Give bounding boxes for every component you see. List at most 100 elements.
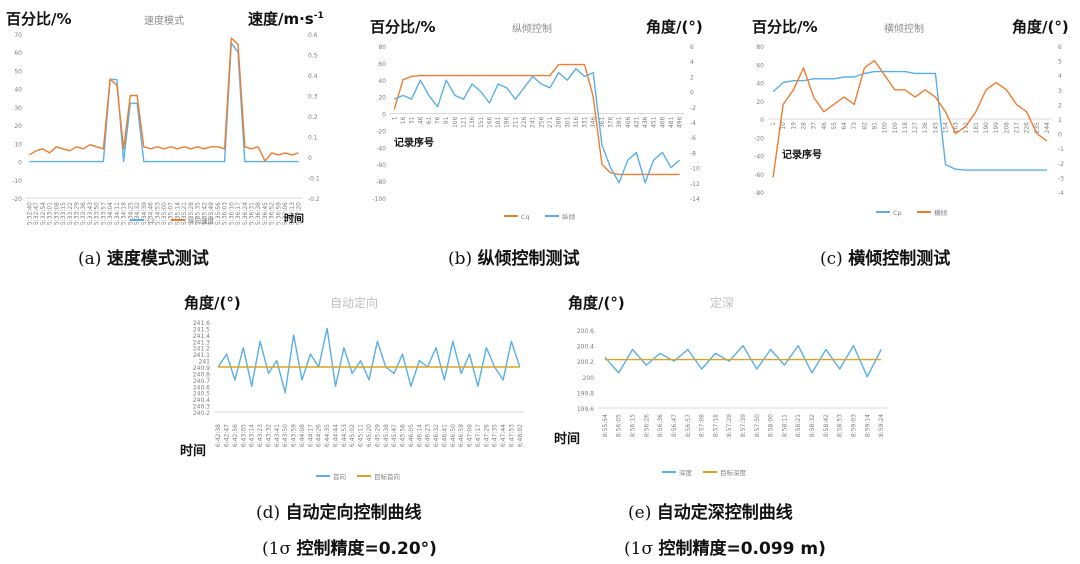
panel-d: 240.2 240.3 240.4 240.5 240.6 240.7 240.8 240.9… [178, 284, 534, 484]
x-tick-label: 6:46:50 [450, 424, 457, 447]
panel-b-xlabel: 记录序号 [394, 138, 434, 149]
x-tick-label: 361 [599, 116, 606, 128]
x-tick-label: 5:33:22 [67, 202, 74, 225]
x-tick-label: 5:36:45 [262, 202, 269, 225]
x-tick-label: 5:33:08 [53, 202, 60, 225]
y-tick-label-left: 20 [14, 123, 22, 130]
x-tick-label: 6:45:38 [383, 424, 390, 447]
x-tick-label: 8:58:11 [781, 414, 788, 437]
x-tick-label: 6:46:05 [408, 424, 415, 447]
x-tick-label: 5:34:53 [154, 202, 161, 225]
y-tick-label-right: 3 [1058, 88, 1062, 95]
x-tick-label: 8:57:39 [740, 414, 747, 437]
x-tick-label: 5:35:21 [181, 202, 188, 225]
x-tick-label: 6:43:50 [282, 424, 289, 447]
x-tick-label: 82 [861, 122, 868, 130]
panel-c: -80 -60 -40 -20 0 20 40 60 80 -4 -3 -2 -1 0 1 2 3 4 5 6 1 10 1… [746, 10, 1076, 238]
y-tick-label-right: -2 [690, 105, 696, 112]
y-tick-label-left: 40 [756, 81, 764, 88]
caption-b-text: 纵倾控制测试 [477, 249, 580, 269]
x-tick-label: 6:47:53 [508, 424, 515, 447]
x-tick-label: 55 [831, 122, 838, 130]
y-tick-label-left: -10 [12, 178, 22, 185]
y-tick-label-right: -2 [1058, 161, 1064, 168]
series-line-1 [217, 327, 521, 394]
y-tick-label-left: 240.4 [193, 397, 210, 404]
x-tick-label: 5:37:13 [289, 202, 296, 225]
x-tick-label: 19 [790, 122, 797, 130]
y-tick-label-right: -3 [1058, 175, 1064, 182]
x-tick-label: 76 [435, 116, 442, 124]
x-tick-label: 5:37:20 [296, 202, 303, 225]
x-tick-label: 6:46:23 [425, 424, 432, 447]
y-tick-label-left: 50 [14, 68, 22, 75]
legend-label-1: 首向 [333, 472, 346, 481]
x-tick-label: 6:45:11 [358, 424, 365, 447]
x-tick-label: 6:42:38 [215, 424, 222, 447]
panel-e-xlabel: 时间 [554, 432, 581, 447]
series-line-1 [772, 70, 1047, 171]
y-tick-label-right: -6 [690, 135, 696, 142]
x-tick-label: 6:48:02 [517, 424, 524, 447]
x-tick-label: 196 [504, 116, 511, 128]
y-tick-label-left: 0 [382, 112, 386, 119]
y-tick-label-left: 241.2 [193, 346, 210, 353]
y-tick-label-left: 241.4 [193, 333, 210, 340]
x-tick-label: 6:44:44 [332, 424, 339, 447]
y-tick-label-right: 4 [690, 59, 694, 66]
x-tick-label: 8:55:54 [602, 414, 609, 437]
legend-label-2: 横倾 [934, 208, 948, 217]
y-tick-label-right: 6 [1058, 44, 1062, 51]
x-tick-label: 127 [912, 122, 919, 134]
x-tick-label: 8:58:42 [823, 414, 830, 437]
panel-a-right-unit-exp: -1 [313, 11, 324, 21]
x-tick-label: 8:59:24 [878, 414, 885, 437]
caption-d: (d) 自动定向控制曲线 [256, 498, 422, 523]
x-tick-label: 6:47:08 [467, 424, 474, 447]
x-tick-label: 6:43:05 [240, 424, 247, 447]
x-tick-label: 190 [983, 122, 990, 134]
y-tick-label-left: 200.4 [577, 344, 594, 351]
y-tick-label-left: 200.6 [577, 328, 594, 335]
x-tick-label: 5:32:40 [26, 202, 33, 225]
y-tick-label-right: 0 [1058, 132, 1062, 139]
x-tick-label: 5:36:38 [255, 202, 262, 225]
y-tick-label-right: -8 [690, 150, 696, 157]
y-tick-label-right: 0.3 [308, 94, 318, 101]
caption-d-text: 自动定向控制曲线 [285, 503, 422, 523]
x-tick-label: 244 [1044, 122, 1051, 134]
y-tick-label-left: 10 [14, 141, 22, 148]
x-tick-label: 106 [452, 116, 459, 128]
legend-label-2: 纵向速度 [188, 216, 215, 225]
x-tick-label: 8:56:05 [616, 414, 623, 437]
y-tick-label-left: 240.2 [193, 410, 210, 417]
x-tick-label: 5:33:01 [47, 202, 54, 225]
panel-a-title: 速度模式 [144, 16, 184, 27]
x-tick-label: 31 [409, 116, 416, 124]
legend-label-1: Cp [893, 209, 902, 217]
y-tick-label-right: -10 [690, 166, 700, 173]
series-line-1 [29, 42, 299, 163]
x-tick-label: 46 [821, 122, 828, 130]
x-tick-label: 8:57:29 [726, 414, 733, 437]
x-tick-label: 8:58:32 [809, 414, 816, 437]
y-tick-label-left: 60 [378, 61, 386, 68]
chart-d-svg: 240.2240.3240.4240.5240.6240.7240.8240.9… [193, 320, 524, 481]
x-tick-label: 136 [922, 122, 929, 134]
y-tick-label-left: -20 [754, 135, 764, 142]
x-tick-label: 73 [851, 122, 858, 130]
y-tick-label-left: 240.3 [193, 404, 210, 411]
y-tick-label-left: 80 [756, 44, 764, 51]
y-tick-label-right: 4 [1058, 73, 1062, 80]
y-tick-label-left: 241.1 [193, 352, 210, 359]
y-tick-label-right: -4 [690, 120, 696, 127]
y-tick-label-left: 60 [14, 50, 22, 57]
x-tick-label: 6:46:41 [441, 424, 448, 447]
chart-a-svg: -20 -10 0 10 20 30 40 50 60 70 -0.2 -0.1 0 0.1 0.2 0.3 0… [12, 32, 320, 225]
y-tick-label-right: -0.2 [308, 196, 320, 203]
x-tick-label: 5:33:15 [60, 202, 67, 225]
panel-d-left-axis-label: 角度/(°) [184, 294, 241, 312]
y-tick-label-right: 0 [308, 155, 312, 162]
y-tick-label-left: 0 [760, 117, 764, 124]
